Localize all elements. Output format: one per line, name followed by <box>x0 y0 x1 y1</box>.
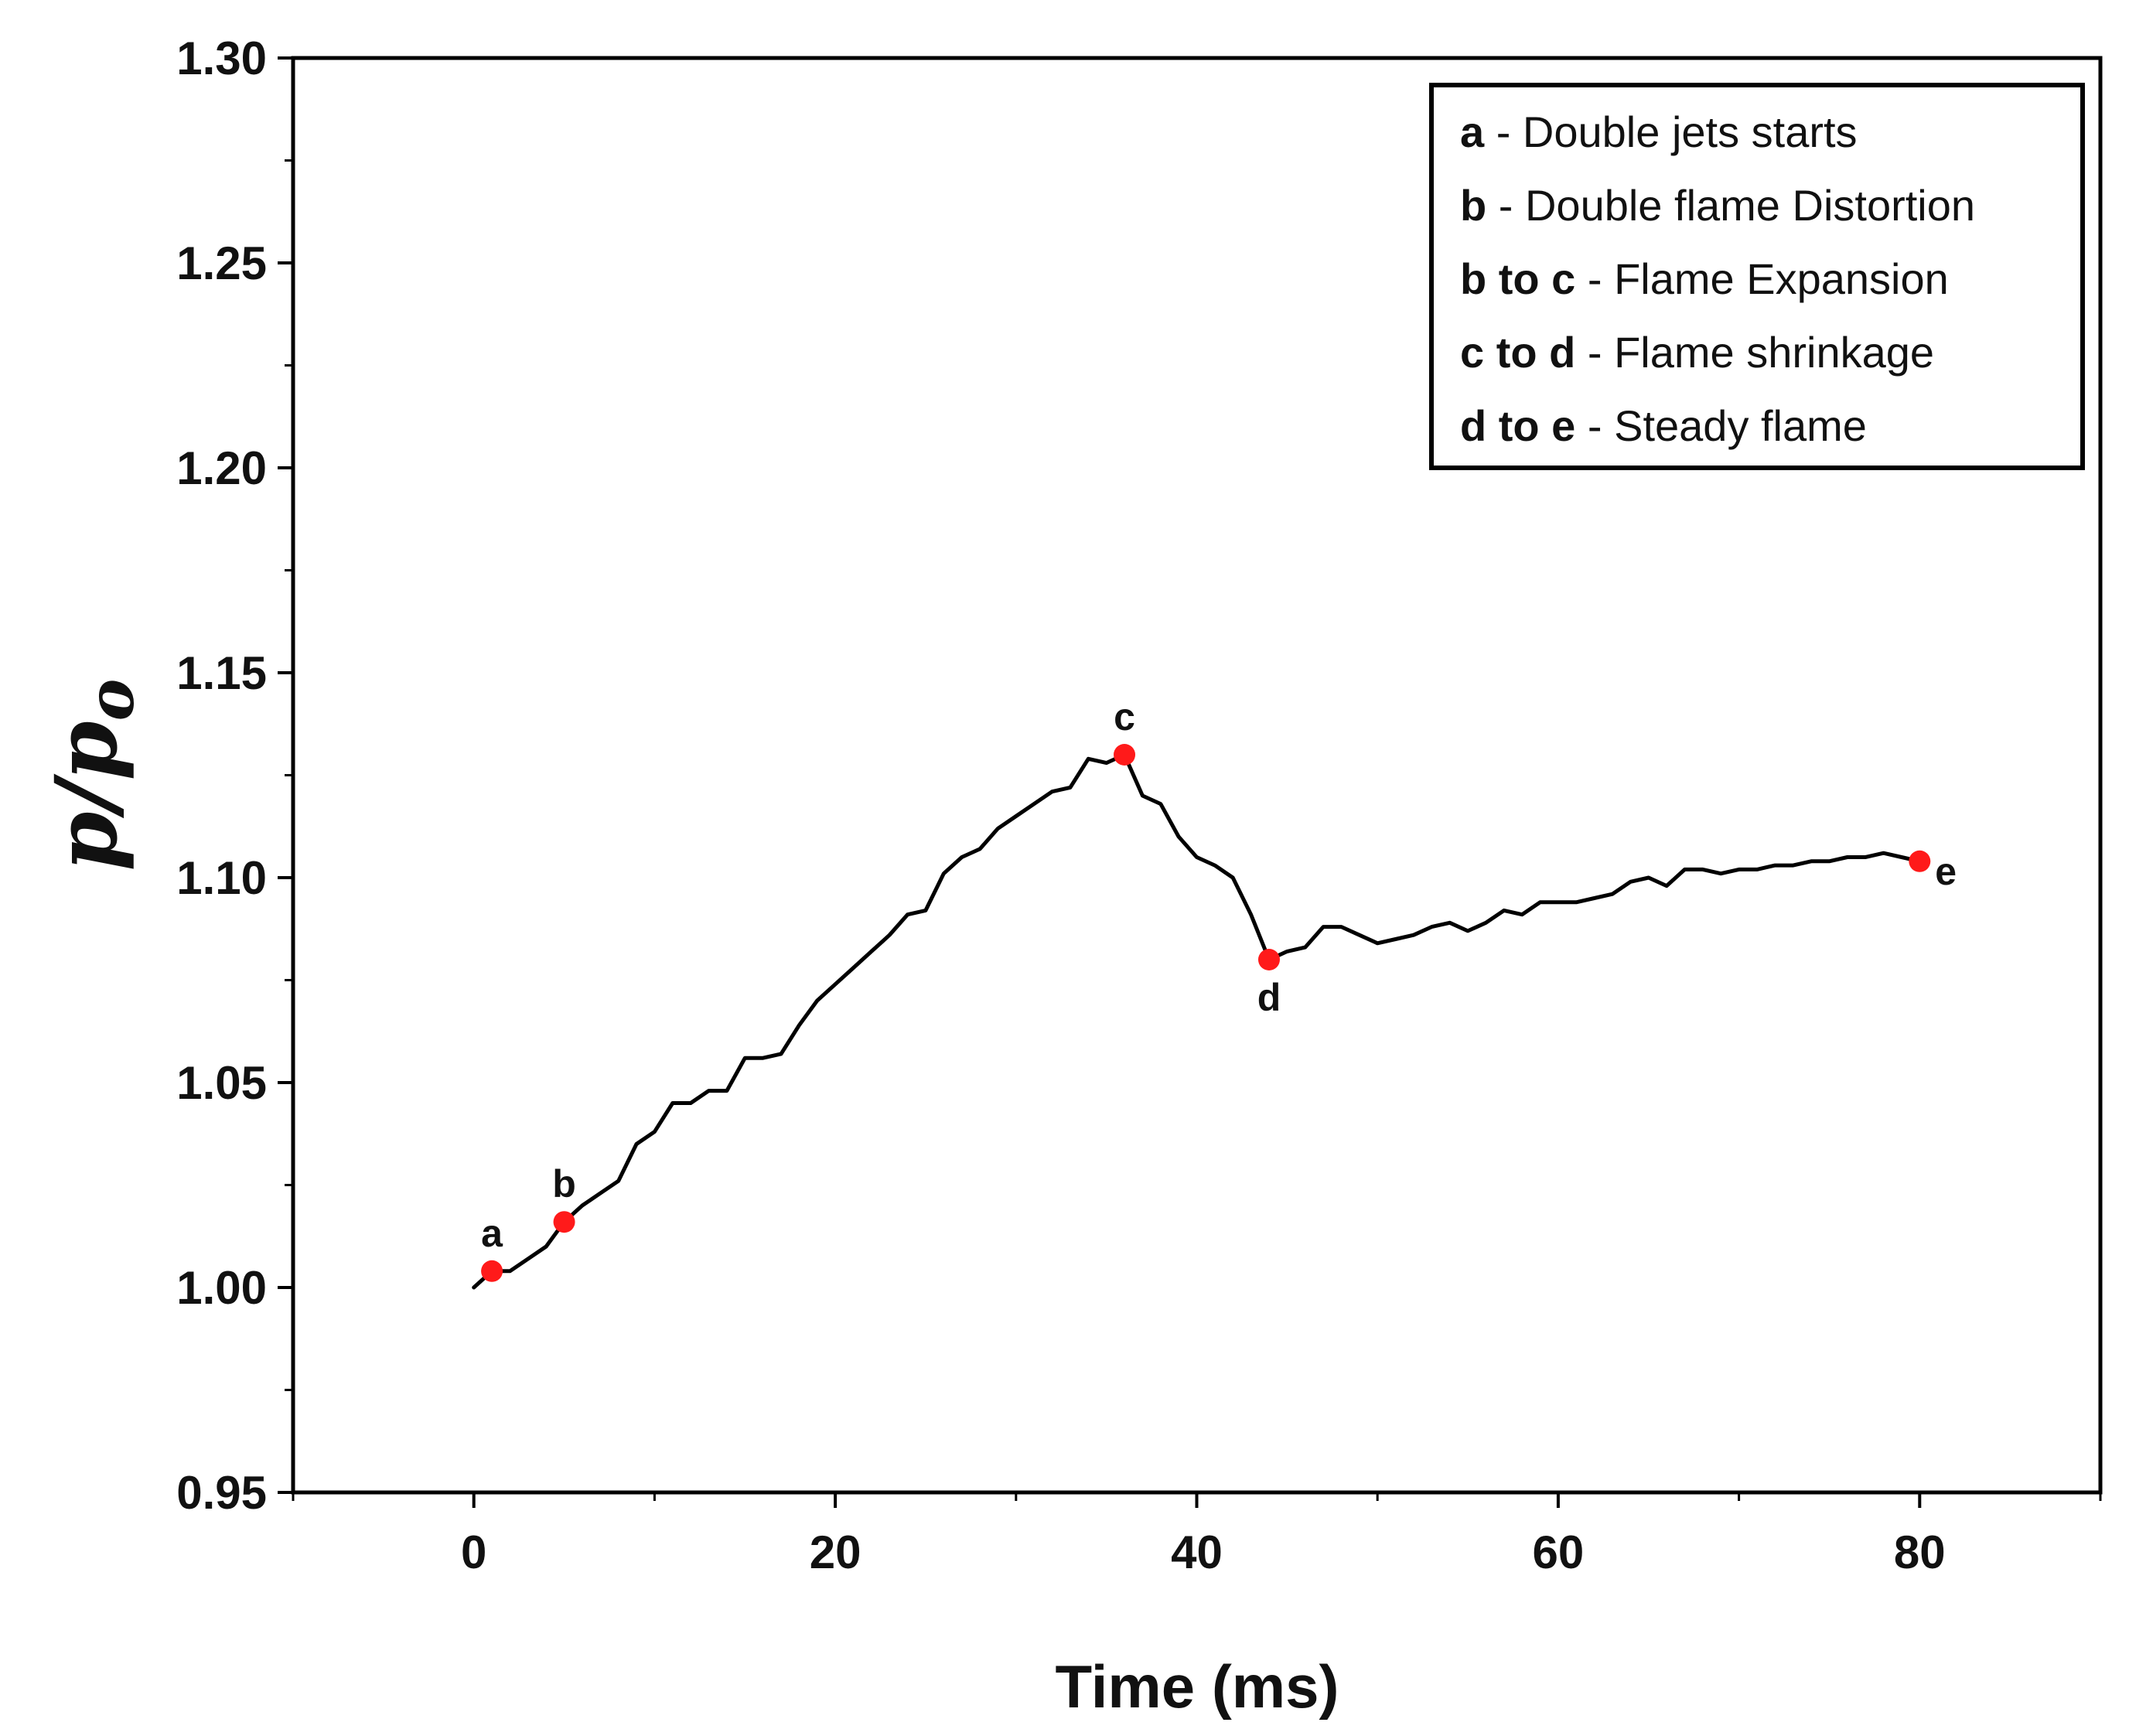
y-tick-label: 1.20 <box>176 442 267 494</box>
marker-point-d <box>1257 949 1280 970</box>
legend-entry-text: - Double jets starts <box>1484 107 1857 156</box>
legend-entry-key: d to e <box>1460 401 1575 450</box>
legend-entry-key: c to d <box>1460 328 1575 377</box>
y-tick-label: 1.05 <box>176 1057 267 1109</box>
marker-label-b: b <box>552 1162 576 1206</box>
x-axis-title: Time (ms) <box>1056 1652 1339 1721</box>
legend-entry: b to c - Flame Expansion <box>1460 254 1949 303</box>
ticks-layer: 0.95 1.00 1.05 1.10 1.15 1.20 1.25 1.30 0 20 40 60 8… <box>176 32 2102 1578</box>
legend-entry-key: a <box>1460 107 1485 156</box>
x-tick-label: 0 <box>461 1526 486 1578</box>
y-tick-label: 1.30 <box>176 32 267 84</box>
legend-entry-text: - Double flame Distortion <box>1486 181 1975 230</box>
marker-point-a <box>481 1260 503 1282</box>
legend-box: a - Double jets starts b - Double flame D… <box>1429 83 2085 470</box>
marker-label-c: c <box>1114 695 1135 738</box>
legend-entry-text: - Steady flame <box>1575 401 1867 450</box>
y-tick-label: 1.10 <box>176 852 267 904</box>
marker-label-a: a <box>481 1212 503 1255</box>
y-tick-label: 1.15 <box>176 647 267 699</box>
legend-frame <box>1429 83 2085 470</box>
marker-point-e <box>1909 850 1931 872</box>
marker-point-b <box>553 1211 575 1233</box>
x-tick-label: 20 <box>810 1526 861 1578</box>
y-tick-label: 1.00 <box>176 1262 267 1314</box>
x-tick-label: 60 <box>1533 1526 1585 1578</box>
legend-entry-key: b <box>1460 181 1486 230</box>
marker-label-e: e <box>1935 850 1957 893</box>
y-tick-label: 0.95 <box>176 1467 267 1519</box>
svg-text:p/po: p/po <box>36 679 148 871</box>
legend-entry-text: - Flame shrinkage <box>1575 328 1934 377</box>
marker-point-c <box>1114 744 1136 766</box>
x-tick-label: 40 <box>1171 1526 1223 1578</box>
series-layer <box>472 752 1922 1290</box>
series-line <box>472 752 1922 1290</box>
legend-entry-text: - Flame Expansion <box>1575 254 1948 303</box>
legend-entry: d to e - Steady flame <box>1460 401 1867 450</box>
y-axis-title-main: p/p <box>36 721 136 871</box>
legend-entry: b - Double flame Distortion <box>1460 181 1975 230</box>
marker-label-d: d <box>1257 976 1281 1019</box>
y-tick-label: 1.25 <box>176 237 267 289</box>
y-axis-title-subscript: o <box>74 679 148 721</box>
legend-entry: a - Double jets starts <box>1460 107 1858 156</box>
markers-layer: a b c d e <box>481 695 1957 1282</box>
legend-entry-key: b to c <box>1460 254 1575 303</box>
y-axis-title: p/po <box>36 679 148 871</box>
legend-entry: c to d - Flame shrinkage <box>1460 328 1934 377</box>
x-tick-label: 80 <box>1894 1526 1946 1578</box>
